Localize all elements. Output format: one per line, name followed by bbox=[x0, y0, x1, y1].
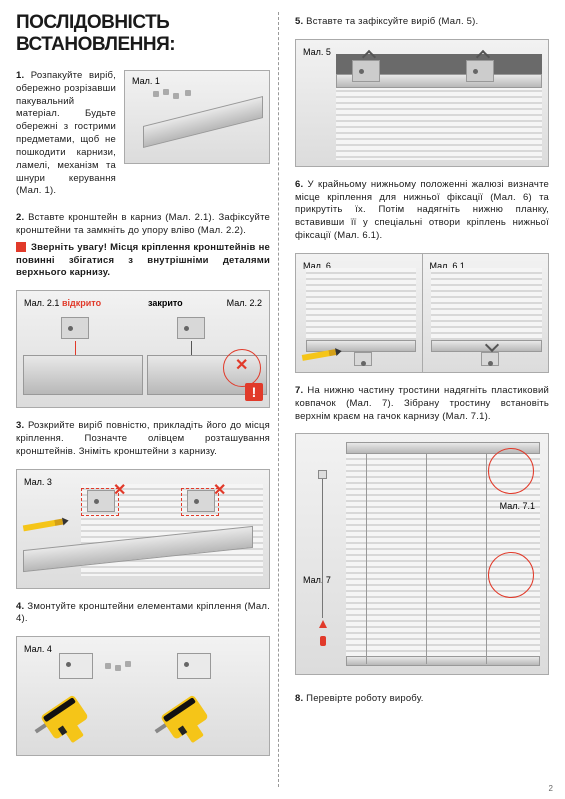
fig-4-label: Мал. 4 bbox=[23, 643, 53, 655]
figure-1: Мал. 1 bbox=[124, 70, 270, 164]
right-column: 5. Вставте та зафіксуйте виріб (Мал. 5).… bbox=[295, 12, 549, 787]
fig-1-label: Мал. 1 bbox=[131, 75, 161, 87]
fig-21-label: Мал. 2.1 bbox=[23, 297, 60, 309]
open-label: відкрито bbox=[61, 297, 102, 309]
circle-callout bbox=[223, 349, 261, 387]
closed-label: закрито bbox=[147, 297, 184, 309]
step-2-text: 2. Вставте кронштейн в карниз (Мал. 2.1)… bbox=[16, 212, 270, 238]
step-3: 3. Розкрийте виріб повністю, прикладіть … bbox=[16, 420, 270, 458]
step-2-warning: Зверніть увагу! Місця кріплення кронштей… bbox=[16, 242, 270, 280]
figure-4: Мал. 4 bbox=[16, 636, 270, 756]
warning-box-icon: ! bbox=[245, 383, 263, 401]
fig-22-label: Мал. 2.2 bbox=[226, 297, 263, 309]
fig-5-label: Мал. 5 bbox=[302, 46, 332, 58]
step-5: 5. Вставте та зафіксуйте виріб (Мал. 5). bbox=[295, 16, 549, 29]
wand-cord bbox=[322, 478, 323, 618]
step-8: 8. Перевірте роботу виробу. bbox=[295, 693, 549, 706]
circle-callout bbox=[488, 448, 534, 494]
rail-illustration bbox=[143, 96, 263, 148]
page-title: ПОСЛІДОВНІСТЬ ВСТАНОВЛЕННЯ: bbox=[16, 12, 270, 56]
pencil-icon bbox=[23, 518, 63, 531]
arrow-up-icon bbox=[319, 620, 327, 628]
cap-icon bbox=[320, 636, 326, 646]
circle-callout bbox=[488, 552, 534, 598]
fig-71-label: Мал. 7.1 bbox=[499, 500, 536, 512]
fig-7-label: Мал. 7 bbox=[302, 574, 332, 586]
fig-3-label: Мал. 3 bbox=[23, 476, 53, 488]
step-4: 4. Змонтуйте кронштейни елементами кріпл… bbox=[16, 601, 270, 627]
left-column: ПОСЛІДОВНІСТЬ ВСТАНОВЛЕННЯ: 1. Розпакуйт… bbox=[16, 12, 279, 787]
step-7: 7. На нижню частину тростини надягніть п… bbox=[295, 385, 549, 423]
figure-3: Мал. 3 ✕ ✕ bbox=[16, 469, 270, 589]
figure-5: Мал. 5 bbox=[295, 39, 549, 167]
drill-icon bbox=[26, 681, 104, 756]
figure-7: Мал. 7 Мал. 7.1 bbox=[295, 433, 549, 675]
figure-6: Мал. 6 Мал. 6.1 bbox=[295, 253, 549, 373]
page-number: 2 bbox=[549, 784, 553, 793]
page-columns: ПОСЛІДОВНІСТЬ ВСТАНОВЛЕННЯ: 1. Розпакуйт… bbox=[16, 12, 549, 787]
step-1-text: 1. Розпакуйте виріб, обережно розрізавши… bbox=[16, 70, 116, 198]
drill-icon bbox=[146, 681, 224, 756]
step-1: 1. Розпакуйте виріб, обережно розрізавши… bbox=[16, 70, 270, 198]
warning-icon bbox=[16, 242, 26, 252]
step-2: 2. Вставте кронштейн в карниз (Мал. 2.1)… bbox=[16, 212, 270, 280]
step-6: 6. У крайньому нижньому положенні жалюзі… bbox=[295, 179, 549, 243]
figure-2: Мал. 2.1 відкрито закрито Мал. 2.2 ✕ ! bbox=[16, 290, 270, 408]
